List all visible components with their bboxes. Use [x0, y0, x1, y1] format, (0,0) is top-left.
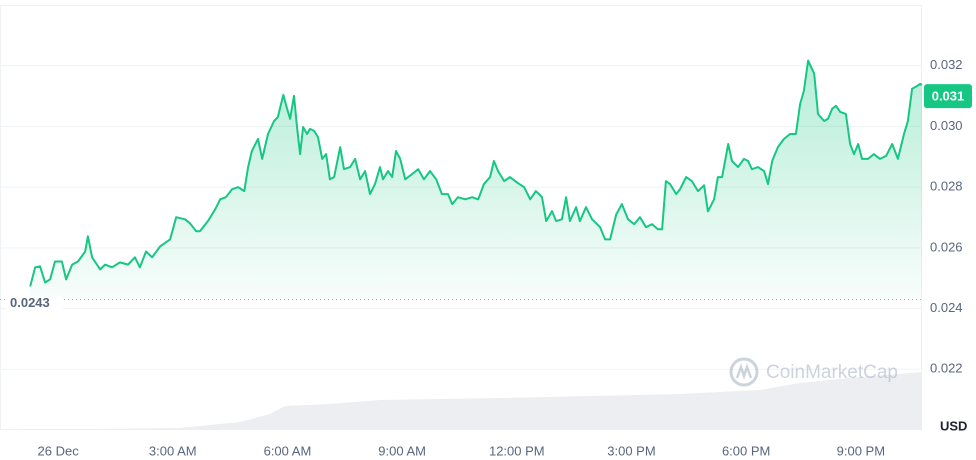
y-tick-label: 0.022: [930, 361, 963, 376]
y-tick-label: 0.028: [930, 179, 963, 194]
x-tick-label: 9:00 AM: [378, 443, 426, 458]
x-tick-label: 6:00 PM: [722, 443, 770, 458]
y-tick-label: 0.032: [930, 57, 963, 72]
y-tick-label: 0.024: [930, 300, 963, 315]
reference-label: 0.0243: [10, 295, 50, 310]
volume-area: [0, 372, 922, 430]
x-tick-label: 12:00 PM: [489, 443, 545, 458]
y-tick-label: 0.026: [930, 239, 963, 254]
x-tick-label: 3:00 PM: [607, 443, 655, 458]
watermark-text: CoinMarketCap: [766, 362, 898, 383]
x-tick-label: 9:00 PM: [837, 443, 885, 458]
price-line: [29, 59, 923, 287]
currency-label: USD: [940, 418, 967, 433]
reference-label-bg: [6, 296, 62, 311]
x-tick-label: 26 Dec: [38, 443, 80, 458]
watermark: CoinMarketCap: [729, 357, 898, 387]
x-tick-label: 6:00 AM: [264, 443, 312, 458]
current-price-badge: [924, 84, 972, 109]
price-area: [30, 60, 922, 300]
x-tick-label: 3:00 AM: [149, 443, 197, 458]
current-price-label: 0.031: [932, 89, 965, 104]
y-tick-label: 0.030: [930, 118, 963, 133]
